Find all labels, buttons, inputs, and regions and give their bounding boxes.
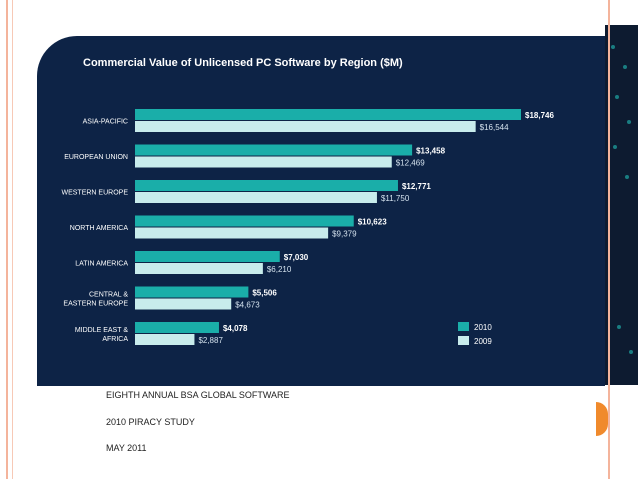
data-label-2009: $16,544	[480, 123, 509, 132]
caption-line-2: 2010 PIRACY STUDY	[106, 417, 195, 427]
data-label-2010: $18,746	[525, 111, 554, 120]
legend-swatch-2009	[458, 336, 469, 345]
category-label: CENTRAL & EASTERN EUROPE	[63, 292, 128, 308]
data-label-2009: $4,673	[235, 301, 260, 310]
data-label-2009: $11,750	[381, 194, 410, 203]
chart-svg: Commercial Value of Unlicensed PC Softwa…	[61, 57, 554, 346]
data-label-2009: $9,379	[332, 230, 357, 239]
data-label-2009: $12,469	[396, 159, 425, 168]
bar-2010-7	[135, 322, 219, 333]
category-label: NORTH AMERICA	[70, 225, 129, 232]
legend-swatch-2010	[458, 322, 469, 331]
category-label: EUROPEAN UNION	[64, 154, 128, 161]
chart-panel: Commercial Value of Unlicensed PC Softwa…	[37, 36, 605, 386]
bar-2009-7	[135, 334, 195, 345]
bar-2009-5	[135, 263, 263, 274]
bar-2010-5	[135, 251, 280, 262]
bar-2010-4	[135, 215, 354, 227]
slide-left-rule-thin	[12, 0, 13, 479]
decor-dot	[613, 145, 617, 149]
decor-dot	[617, 325, 621, 329]
decor-dot	[629, 350, 633, 354]
data-label-2009: $6,210	[267, 265, 292, 274]
legend-label-2010: 2010	[474, 323, 492, 332]
category-label: WESTERN EUROPE	[61, 190, 128, 197]
data-label-2010: $12,771	[402, 182, 431, 191]
bar-2009-2	[135, 156, 392, 168]
caption-line-1: EIGHTH ANNUAL BSA GLOBAL SOFTWARE	[106, 390, 290, 400]
bar-2010-2	[135, 144, 413, 156]
bar-2010-1	[135, 109, 521, 120]
decor-dot	[615, 95, 619, 99]
chart-title: Commercial Value of Unlicensed PC Softwa…	[83, 57, 403, 69]
category-label: LATIN AMERICA	[75, 261, 128, 268]
bar-2009-4	[135, 227, 329, 239]
bar-2010-3	[135, 180, 398, 191]
data-label-2010: $7,030	[284, 253, 309, 262]
bar-2009-1	[135, 121, 476, 132]
data-label-2010: $4,078	[223, 324, 248, 333]
data-label-2009: $2,887	[198, 336, 223, 345]
category-label: MIDDLE EAST & AFRICA	[75, 327, 129, 343]
bar-2009-3	[135, 192, 377, 203]
bar-2010-6	[135, 286, 249, 298]
data-label-2010: $10,623	[358, 218, 387, 227]
decor-dot	[623, 65, 627, 69]
slide-accent-tab	[596, 402, 608, 436]
data-label-2010: $13,458	[416, 147, 445, 156]
legend-label-2009: 2009	[474, 337, 492, 346]
decor-dot	[611, 45, 615, 49]
slide-left-rule	[6, 0, 8, 479]
category-label: ASIA-PACIFIC	[83, 119, 128, 126]
decor-dot	[627, 120, 631, 124]
caption-line-3: MAY 2011	[106, 443, 147, 453]
data-label-2010: $5,506	[252, 289, 277, 298]
decorative-side-strip	[605, 25, 638, 385]
bar-2009-6	[135, 298, 232, 310]
slide-right-rule	[608, 0, 610, 479]
decor-dot	[625, 175, 629, 179]
